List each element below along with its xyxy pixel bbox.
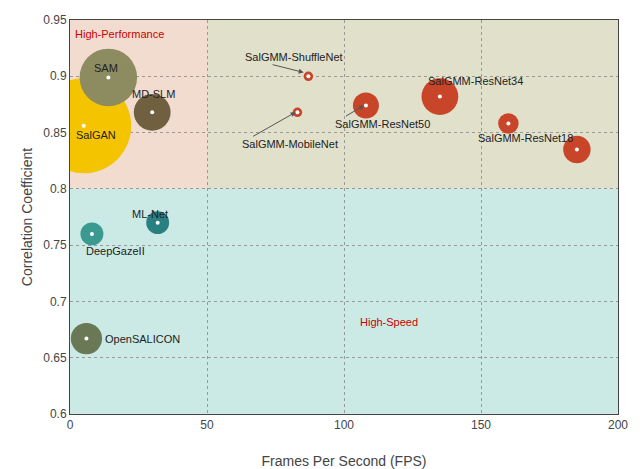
svg-text:DeepGazeII: DeepGazeII	[86, 245, 145, 257]
svg-text:100: 100	[334, 418, 354, 432]
svg-text:MD-SLM: MD-SLM	[132, 88, 175, 100]
svg-text:0.95: 0.95	[43, 13, 67, 27]
svg-text:SalGMM-MobileNet: SalGMM-MobileNet	[242, 138, 338, 150]
svg-text:ML-Net: ML-Net	[132, 208, 168, 220]
svg-text:0.85: 0.85	[43, 126, 67, 140]
svg-text:150: 150	[471, 418, 491, 432]
svg-text:Correlation Coefficient: Correlation Coefficient	[19, 148, 35, 286]
svg-text:0.65: 0.65	[43, 351, 67, 365]
svg-text:0: 0	[67, 418, 74, 432]
svg-text:SAM: SAM	[94, 62, 118, 74]
svg-text:0.7: 0.7	[50, 295, 67, 309]
svg-text:SalGMM-ResNet34: SalGMM-ResNet34	[428, 75, 523, 87]
svg-text:SalGMM-ResNet18: SalGMM-ResNet18	[478, 132, 573, 144]
svg-text:SalGMM-ShuffleNet: SalGMM-ShuffleNet	[245, 51, 343, 63]
svg-text:OpenSALICON: OpenSALICON	[105, 333, 180, 345]
svg-text:0.9: 0.9	[50, 69, 67, 83]
svg-text:200: 200	[608, 418, 628, 432]
svg-text:Frames Per Second (FPS): Frames Per Second (FPS)	[262, 453, 427, 469]
svg-text:0.6: 0.6	[50, 407, 67, 421]
svg-text:High-Performance: High-Performance	[75, 28, 164, 40]
svg-text:50: 50	[200, 418, 214, 432]
svg-text:0.8: 0.8	[50, 182, 67, 196]
svg-text:SalGMM-ResNet50: SalGMM-ResNet50	[335, 118, 430, 130]
svg-text:0.75: 0.75	[43, 238, 67, 252]
svg-text:High-Speed: High-Speed	[360, 316, 418, 328]
svg-text:SalGAN: SalGAN	[76, 129, 116, 141]
